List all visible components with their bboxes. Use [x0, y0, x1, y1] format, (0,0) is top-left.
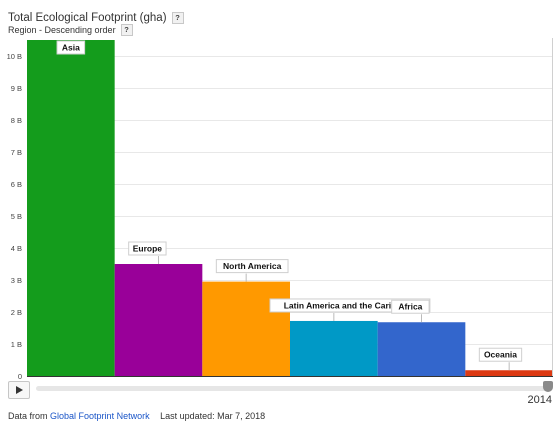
subtitle-help-icon[interactable]: ? [120, 24, 133, 36]
chart-title: Total Ecological Footprint (gha) [8, 12, 167, 24]
y-tick-label: 5 B [11, 212, 22, 221]
data-label-box [478, 347, 523, 362]
y-tick-label: 2 B [11, 308, 22, 317]
data-label: Europe [133, 244, 163, 254]
timeline-year: 2014 [527, 394, 552, 406]
timeline-slider-thumb[interactable] [543, 381, 553, 392]
data-label-box [56, 40, 86, 55]
bar-asia [27, 40, 115, 376]
bar-chart: 0 1 B 2 B 3 B 4 B 5 B 6 B 7 B 8 B 9 B 10 B Asia Euro… [7, 40, 553, 380]
data-label: Asia [62, 43, 80, 53]
data-label: North America [223, 261, 282, 271]
y-tick-label: 7 B [11, 148, 22, 157]
bar-europe [114, 264, 203, 376]
bar-oceania [465, 370, 553, 376]
footer-source-prefix: Data from [8, 411, 48, 421]
y-tick-label: 8 B [11, 116, 22, 125]
data-label: Oceania [484, 350, 517, 360]
bar-north-america [202, 281, 290, 376]
footer: Data from Global Footprint Network Last … [8, 411, 265, 421]
data-label-box [269, 298, 431, 313]
data-label: Latin America and the Caribbean [284, 300, 416, 310]
source-link[interactable]: Global Footprint Network [50, 411, 150, 421]
chart-title-row: Total Ecological Footprint (gha) ? [8, 10, 184, 26]
y-tick-label: 3 B [11, 276, 22, 285]
chart-edge-line [552, 38, 553, 376]
timeline-slider-track[interactable] [36, 386, 548, 391]
chart-subtitle: Region - Descending order [8, 25, 116, 35]
y-tick-label: 1 B [11, 340, 22, 349]
data-label: Africa [398, 302, 422, 312]
y-tick-label: 10 B [7, 52, 22, 61]
y-tick-label: 6 B [11, 180, 22, 189]
last-updated: Last updated: Mar 7, 2018 [160, 411, 266, 421]
play-button[interactable] [8, 381, 30, 399]
data-label-box [391, 299, 430, 314]
chart-subtitle-row: Region - Descending order ? [8, 24, 133, 36]
data-label-box [128, 241, 167, 256]
title-help-icon[interactable]: ? [171, 12, 184, 24]
bar-latin-america-and-the-caribbean [290, 320, 378, 376]
data-label-box [215, 259, 289, 274]
y-tick-label: 4 B [11, 244, 22, 253]
bar-africa [377, 322, 466, 376]
y-tick-label: 0 [18, 372, 22, 380]
y-tick-label: 9 B [11, 84, 22, 93]
play-icon [16, 386, 23, 394]
